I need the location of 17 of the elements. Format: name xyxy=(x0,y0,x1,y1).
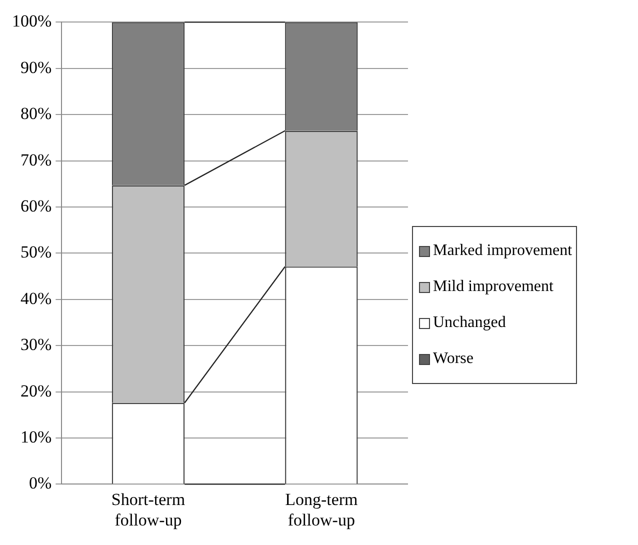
legend-label: Unchanged xyxy=(433,314,506,332)
y-tick-label: 10% xyxy=(20,427,52,446)
x-tick-label: Long-term follow-up xyxy=(285,490,358,530)
y-tick-label: 70% xyxy=(20,150,52,170)
legend-label: Mild improvement xyxy=(433,278,554,296)
y-tick-label: 0% xyxy=(28,474,52,493)
x-tick-label: Short-term follow-up xyxy=(111,490,186,530)
y-tick-label: 40% xyxy=(20,288,52,308)
y-tick-label: 20% xyxy=(20,381,52,400)
legend-label: Worse xyxy=(433,350,474,368)
y-tick-label: 50% xyxy=(20,242,52,262)
y-tick-label: 80% xyxy=(20,104,52,124)
y-tick-label: 90% xyxy=(20,58,52,77)
y-tick-label: 30% xyxy=(20,335,52,354)
legend-label: Marked improvement xyxy=(433,242,572,260)
y-tick-label: 60% xyxy=(20,196,52,216)
y-tick-label: 100% xyxy=(12,12,52,31)
